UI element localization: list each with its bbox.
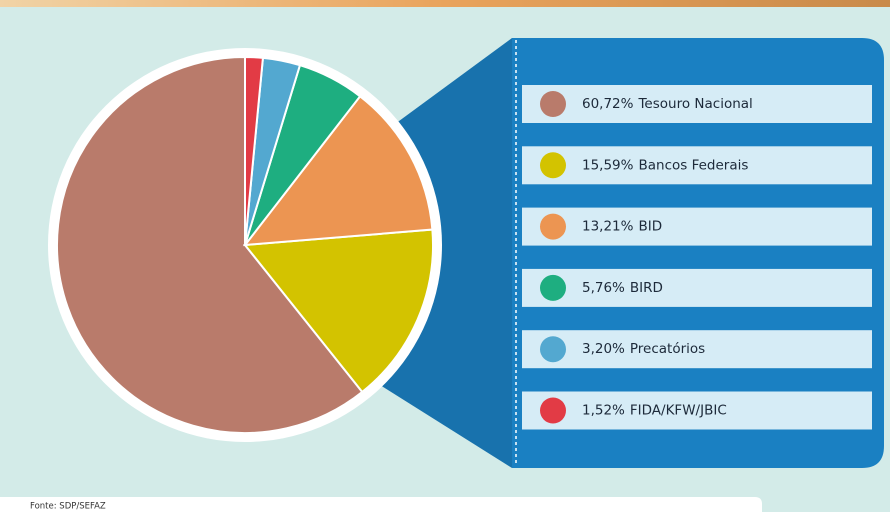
legend-row [522,330,872,369]
legend-swatch [540,152,566,179]
legend-name: Precatórios [630,341,705,357]
legend-label: 1,52% FIDA/KFW/JBIC [582,403,727,419]
source-bar [0,497,762,512]
legend-value: 13,21% [582,219,634,235]
legend: 60,72% Tesouro Nacional 15,59% Bancos Feder… [522,85,872,430]
legend-name: Bancos Federais [638,157,748,173]
legend-name: Tesouro Nacional [637,96,752,112]
legend-label: 60,72% Tesouro Nacional [582,96,753,112]
legend-row [522,207,872,246]
pie [56,55,434,434]
legend-swatch [540,397,566,424]
legend-label: 15,59% Bancos Federais [582,157,748,173]
legend-value: 3,20% [582,341,625,357]
legend-label: 5,76% BIRD [582,280,663,296]
pie-slice [243,228,434,394]
legend-row [522,85,872,123]
legend-value: 15,59% [582,157,634,173]
legend-swatch [540,91,566,117]
legend-label: 3,20% Precatórios [582,341,705,357]
pie-slice [242,94,434,247]
top-strip [0,0,890,7]
legend-row [522,146,872,185]
legend-swatch [540,213,566,240]
legend-row [522,268,872,307]
legend-value: 5,76% [582,280,625,296]
legend-value: 1,52% [582,403,625,419]
legend-label: 13,21% BID [582,219,662,235]
legend-name: FIDA/KFW/JBIC [630,403,727,419]
source: Fonte: SDP/SEFAZ [30,502,106,512]
legend-swatch [540,336,566,363]
legend-name: BIRD [630,280,663,296]
legend-value: 60,72% [582,96,634,112]
legend-name: BID [638,219,662,235]
legend-swatch [540,274,566,301]
legend-row [522,391,872,430]
pie-slice [244,55,265,246]
pie-slice [56,55,364,434]
